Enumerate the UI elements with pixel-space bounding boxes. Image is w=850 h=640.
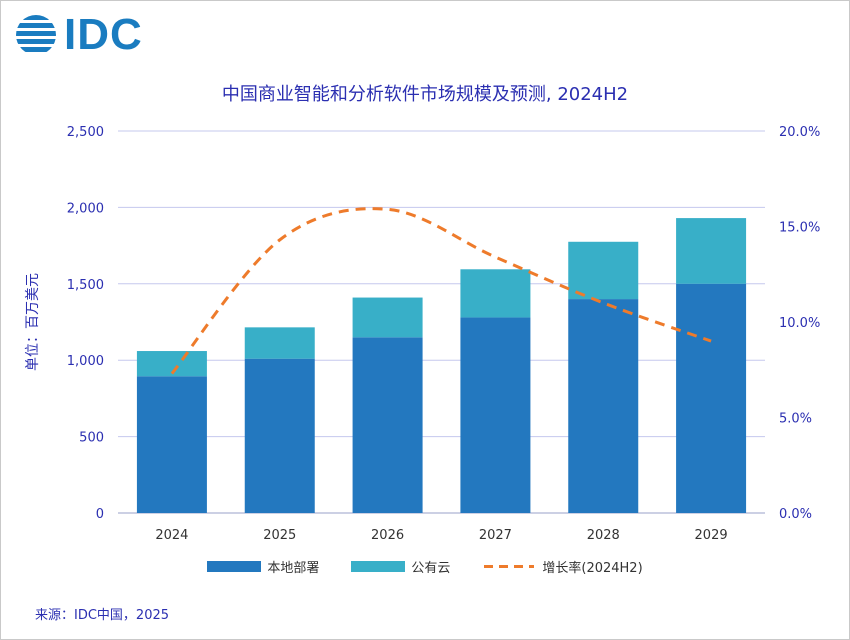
bar-onprem (568, 299, 639, 513)
legend-label-growth: 增长率(2024H2) (542, 561, 643, 576)
globe-icon (16, 15, 56, 52)
bar-onprem (676, 283, 747, 513)
bar-onprem (136, 376, 207, 513)
legend-item-onprem: 本地部署 (207, 557, 319, 576)
legend-label-cloud: 公有云 (411, 561, 451, 576)
y-tick-label: 1,500 (67, 278, 104, 293)
logo-text: IDC (64, 10, 143, 59)
bar-cloud (244, 327, 315, 359)
bar-onprem (352, 337, 423, 513)
x-tick-label: 2027 (479, 528, 512, 543)
legend-item-growth: 增长率(2024H2) (482, 557, 643, 576)
bar-onprem (460, 317, 531, 513)
source-note: 来源：IDC中国，2025 (35, 608, 170, 623)
bar-cloud (460, 269, 531, 318)
idc-logo: IDC (12, 10, 143, 60)
y2-tick-label: 20.0% (779, 125, 820, 140)
legend: 本地部署 公有云 增长率(2024H2) (0, 557, 850, 576)
x-tick-label: 2029 (695, 528, 728, 543)
x-tick-label: 2025 (263, 528, 296, 543)
bar-cloud (352, 297, 423, 338)
legend-swatch-growth (484, 565, 535, 568)
legend-label-onprem: 本地部署 (267, 561, 320, 576)
y-tick-label: 500 (79, 431, 104, 446)
bar-onprem (244, 358, 315, 513)
y-tick-label: 1,000 (67, 354, 104, 369)
y2-tick-label: 0.0% (779, 507, 812, 522)
chart-title: 中国商业智能和分析软件市场规模及预测, 2024H2 (221, 84, 629, 105)
legend-swatch-onprem (207, 561, 262, 572)
x-tick-label: 2024 (155, 528, 188, 543)
x-tick-label: 2026 (371, 528, 404, 543)
y-tick-label: 2,000 (67, 201, 104, 216)
bar-cloud (676, 218, 747, 284)
y2-tick-label: 5.0% (779, 412, 812, 427)
legend-item-cloud: 公有云 (351, 557, 450, 576)
x-tick-label: 2028 (587, 528, 620, 543)
y2-tick-label: 15.0% (779, 221, 820, 236)
bar-cloud (568, 241, 639, 300)
y2-tick-label: 10.0% (779, 316, 820, 331)
growth-rate-line (170, 207, 712, 375)
legend-swatch-cloud (351, 561, 406, 572)
y-tick-label: 0 (96, 507, 104, 522)
y-tick-label: 2,500 (67, 125, 104, 140)
